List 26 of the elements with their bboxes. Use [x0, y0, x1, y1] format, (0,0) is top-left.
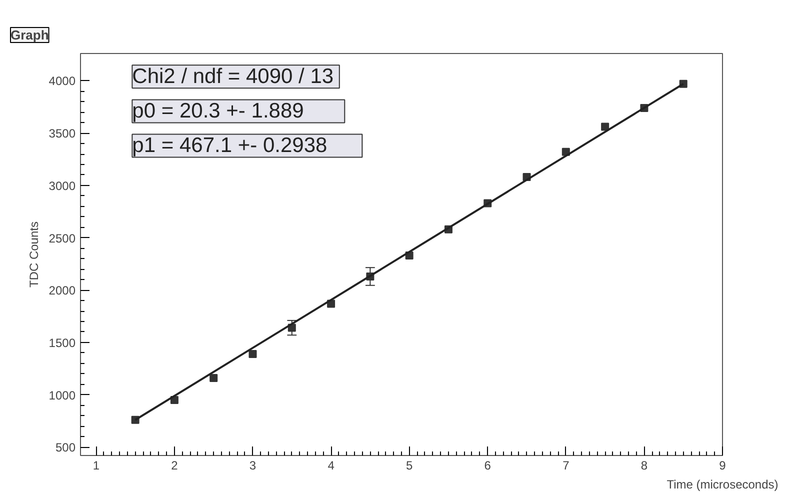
- point: [248, 350, 257, 358]
- y-tick-label: 3500: [48, 126, 76, 141]
- y-tick-label: 2500: [48, 231, 76, 246]
- y-axis-title: TDC Counts: [26, 221, 41, 288]
- x-axis-title: Time (microseconds): [666, 478, 778, 492]
- annotation: p1 = 467.1 +- 0.2938: [132, 134, 328, 158]
- x-tick-label: 7: [562, 458, 570, 472]
- x-tick-label: 6: [484, 458, 492, 472]
- point: [601, 122, 610, 131]
- y-tick-label: 4000: [48, 74, 76, 88]
- x-tick-label: 1: [92, 458, 100, 472]
- y-tick-label: 1000: [48, 388, 76, 402]
- y-tick-label: 2000: [48, 284, 76, 298]
- x-tick-label: 9: [719, 458, 726, 472]
- x-tick-label: 5: [406, 458, 413, 472]
- x-tick-label: 4: [328, 458, 335, 472]
- chart-title: Graph: [10, 28, 49, 42]
- x-tick-label: 2: [171, 458, 178, 472]
- annotation: Chi2 / ndf = 4090 / 13: [132, 65, 334, 88]
- point: [210, 374, 218, 382]
- x-tick-label: 8: [640, 458, 648, 472]
- annotation: p0 = 20.3 +- 1.889: [132, 100, 304, 123]
- y-tick-label: 3000: [48, 178, 76, 193]
- y-tick-label: 500: [55, 440, 76, 455]
- y-tick-label: 1500: [48, 336, 76, 350]
- x-tick-label: 3: [249, 458, 256, 472]
